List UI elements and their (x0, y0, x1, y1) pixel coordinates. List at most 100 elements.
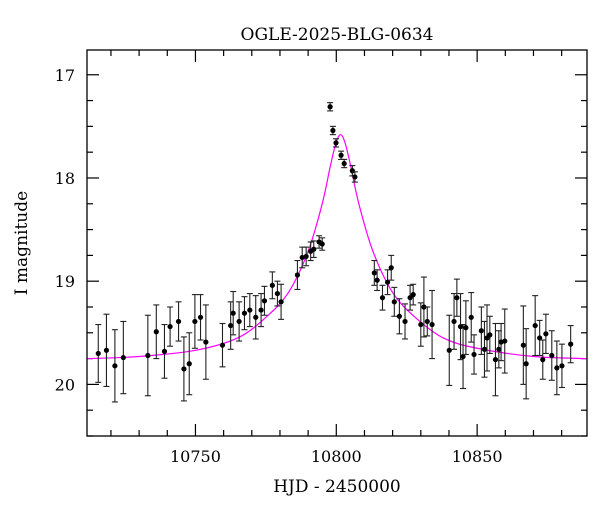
data-points (95, 102, 574, 403)
data-point (523, 328, 530, 400)
point-marker (418, 321, 424, 328)
point-marker (463, 325, 469, 331)
data-point (453, 278, 460, 317)
data-point (520, 305, 527, 385)
point-marker (471, 351, 477, 358)
point-marker (253, 314, 259, 320)
point-marker (402, 318, 408, 325)
data-point (492, 322, 499, 397)
data-point (153, 304, 160, 360)
data-point (468, 291, 475, 343)
data-point (501, 308, 508, 374)
point-marker (181, 366, 187, 372)
data-point (462, 300, 469, 356)
point-marker (161, 348, 168, 354)
point-marker (258, 307, 264, 313)
data-point (402, 303, 409, 340)
point-marker (247, 307, 253, 313)
chart-title: OGLE-2025-BLG-0634 (241, 25, 434, 45)
data-point (451, 293, 458, 350)
point-marker (487, 332, 493, 338)
y-tick-label: 20 (55, 375, 75, 394)
point-marker (120, 354, 126, 361)
point-marker (421, 304, 427, 310)
data-point (202, 304, 209, 380)
data-point (446, 314, 453, 386)
point-marker (341, 160, 347, 167)
point-marker (549, 352, 555, 359)
data-point (269, 271, 276, 300)
data-point (241, 296, 248, 331)
data-point (391, 286, 398, 317)
x-tick-label: 10800 (311, 447, 362, 466)
data-point (144, 314, 151, 397)
x-axis-label: HJD - 2450000 (273, 477, 401, 497)
data-point (303, 246, 310, 267)
point-marker (311, 246, 317, 252)
data-point (567, 325, 574, 364)
point-marker (446, 347, 452, 353)
point-marker (554, 365, 560, 371)
point-marker (520, 342, 526, 348)
y-tick-labels: 17 18 19 20 (55, 66, 75, 395)
y-axis-label: I magnitude (12, 191, 32, 295)
y-tick-label: 18 (55, 169, 75, 188)
point-marker (429, 321, 435, 328)
point-marker (410, 292, 416, 298)
axis-ticks (87, 50, 587, 437)
point-marker (502, 338, 508, 344)
data-point (424, 306, 431, 337)
data-point (338, 150, 345, 160)
data-point (420, 276, 427, 338)
data-point (539, 339, 546, 380)
point-marker (241, 310, 248, 316)
point-marker (468, 314, 474, 320)
point-marker (303, 253, 309, 260)
data-point (278, 283, 285, 320)
data-point (161, 323, 168, 379)
point-marker (568, 341, 574, 347)
point-marker (374, 277, 380, 283)
point-marker (112, 363, 118, 369)
point-marker (274, 290, 281, 297)
data-point (384, 269, 391, 296)
data-point (532, 295, 539, 357)
data-point (246, 293, 253, 328)
point-marker (543, 331, 549, 337)
x-tick-label: 10850 (452, 447, 503, 466)
data-point (478, 306, 485, 356)
point-marker (537, 335, 543, 341)
data-point (558, 343, 565, 389)
point-marker (384, 279, 391, 285)
point-marker (269, 282, 275, 288)
point-marker (278, 299, 284, 305)
point-marker (481, 346, 488, 352)
point-marker (330, 127, 336, 134)
data-point (341, 158, 348, 169)
data-point (103, 313, 110, 388)
point-marker (478, 328, 484, 334)
data-point (407, 284, 414, 311)
point-marker (451, 318, 457, 325)
data-point (460, 323, 467, 390)
data-point (410, 283, 417, 306)
point-marker (391, 299, 397, 305)
data-point (553, 340, 560, 396)
point-marker (192, 318, 198, 325)
data-point (429, 289, 436, 360)
data-point (219, 322, 226, 368)
x-tick-labels: 10750 10800 10850 (170, 447, 503, 466)
point-marker (299, 254, 305, 261)
data-point (417, 302, 424, 347)
point-marker (457, 323, 464, 330)
point-marker (496, 346, 502, 352)
data-point (481, 320, 488, 378)
data-point (111, 329, 118, 403)
point-marker (167, 323, 173, 330)
data-point (175, 301, 182, 342)
data-point (261, 285, 268, 316)
data-point (327, 102, 334, 112)
point-marker (540, 357, 546, 363)
point-marker (559, 363, 565, 369)
data-point (495, 330, 502, 369)
